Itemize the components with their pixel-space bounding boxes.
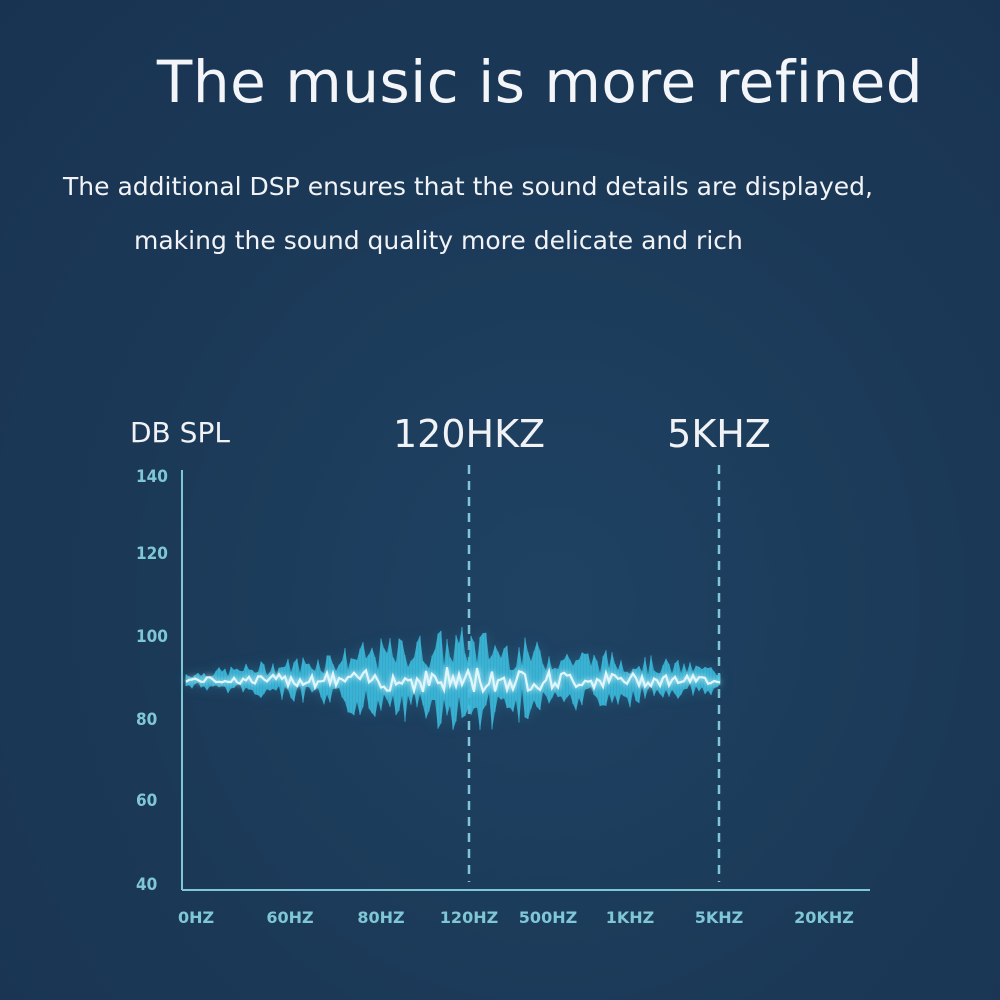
subtitle-line-1: The additional DSP ensures that the soun… (63, 172, 873, 201)
y-tick-label: 120 (136, 544, 168, 564)
y-tick-label: 40 (136, 875, 157, 895)
x-tick-label: 500HZ (519, 908, 577, 927)
y-axis-label: DB SPL (130, 416, 230, 449)
marker-label: 120HKZ (393, 412, 545, 456)
x-ticks: 0HZ 60HZ 80HZ 120HZ 500HZ 1KHZ 5KHZ 20KHZ (178, 908, 854, 927)
headline: The music is more refined (156, 48, 924, 116)
y-tick-label: 60 (136, 791, 157, 811)
chart-axes (181, 470, 870, 891)
y-tick-label: 140 (136, 467, 168, 487)
waveform-core-line (185, 667, 721, 696)
x-tick-label: 20KHZ (794, 908, 854, 927)
x-tick-label: 120HZ (440, 908, 498, 927)
frequency-markers: 120HKZ 5KHZ (393, 412, 771, 882)
x-tick-label: 60HZ (266, 908, 313, 927)
x-tick-label: 80HZ (357, 908, 404, 927)
x-tick-label: 0HZ (178, 908, 214, 927)
waveform (185, 626, 721, 730)
marker-label: 5KHZ (667, 412, 771, 456)
subtitle-line-2: making the sound quality more delicate a… (134, 226, 743, 255)
y-tick-label: 80 (136, 710, 157, 730)
x-tick-label: 5KHZ (695, 908, 744, 927)
x-tick-label: 1KHZ (606, 908, 655, 927)
y-tick-label: 100 (136, 627, 168, 647)
y-ticks: 140 120 100 80 60 40 (136, 467, 168, 895)
